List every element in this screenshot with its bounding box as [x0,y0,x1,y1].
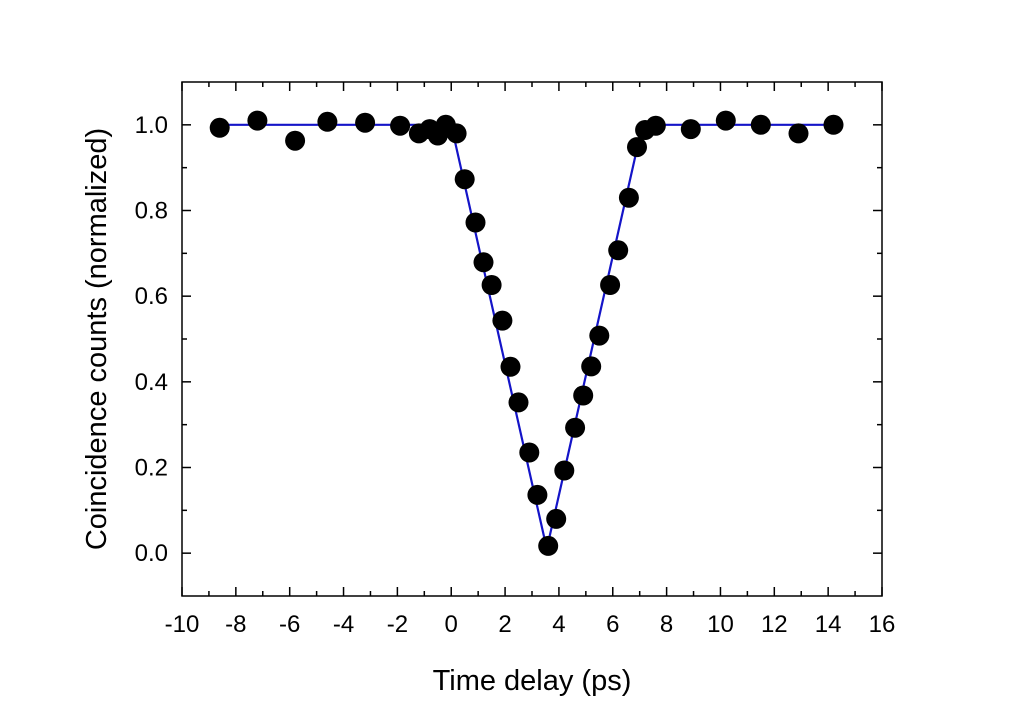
data-point [446,123,467,144]
data-point [473,252,494,273]
fit-line [219,123,834,550]
data-point [285,130,306,151]
data-point [750,114,771,135]
x-tick-label: -6 [279,611,300,638]
data-point [390,115,411,136]
x-tick-label: -8 [225,611,246,638]
data-point [508,392,529,413]
y-tick-label: 0.0 [135,540,168,567]
y-tick-labels: 0.0 0.2 0.4 0.6 0.8 1.0 [135,112,168,567]
data-point [589,325,610,346]
data-point [618,187,639,208]
data-point [608,240,629,261]
x-tick-label: 8 [660,611,673,638]
data-point [823,114,844,135]
data-point [481,275,502,295]
x-tick-label: -2 [387,611,408,638]
data-point [492,310,513,331]
data-point [565,417,586,438]
data-point [317,111,338,132]
x-tick-label: 16 [869,611,896,638]
data-point [788,123,809,144]
ticks-layer [181,82,883,596]
x-tick-label: 14 [815,611,842,638]
x-tick-label: 6 [606,611,619,638]
data-points-layer [209,110,844,556]
x-tick-label: 4 [552,611,565,638]
data-point [465,212,486,233]
data-point [527,484,548,505]
x-tick-label: 0 [445,611,458,638]
x-tick-label: -10 [165,611,200,638]
data-point [209,117,230,138]
data-point [680,119,701,140]
y-tick-label: 0.4 [135,369,168,396]
x-axis-label: Time delay (ps) [433,665,632,697]
data-point [645,115,666,136]
data-point [500,356,521,377]
data-point [355,112,376,133]
y-tick-label: 1.0 [135,112,168,139]
x-tick-label: 12 [761,611,788,638]
x-tick-labels: -10 -8 -6 -4 -2 0 2 4 6 8 10 12 14 16 [165,611,896,638]
x-tick-label: 10 [707,611,734,638]
x-tick-label: 2 [498,611,511,638]
x-tick-label: -4 [333,611,354,638]
fit-line-layer [219,123,834,550]
y-axis-label: Coincidence counts (normalized) [81,128,113,550]
y-tick-label: 0.8 [135,198,168,225]
data-point [519,442,540,463]
y-tick-label: 0.6 [135,283,168,310]
data-point [715,110,736,131]
data-point [454,169,475,190]
data-point [600,275,621,295]
y-tick-label: 0.2 [135,455,168,482]
data-point [573,385,594,406]
data-point [581,356,602,377]
data-point [546,508,567,529]
data-point [627,137,647,158]
data-point [538,535,559,556]
data-point [247,110,268,131]
plot-frame [181,81,883,597]
data-point [554,460,575,481]
